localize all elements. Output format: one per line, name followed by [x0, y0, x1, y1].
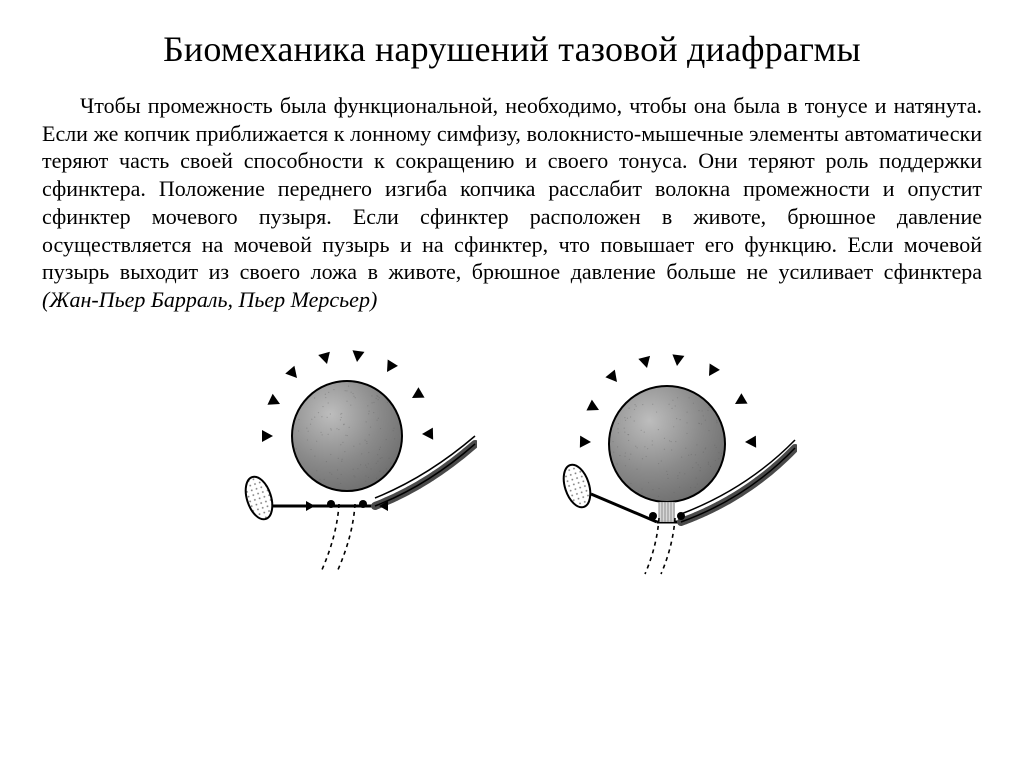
diagram-right — [547, 346, 797, 576]
citation: (Жан-Пьер Барраль, Пьер Мерсьер) — [42, 287, 377, 312]
paragraph-text: Чтобы промежность была функциональной, н… — [42, 93, 982, 284]
page-title: Биомеханика нарушений тазовой диафрагмы — [42, 28, 982, 70]
figure-row — [42, 346, 982, 576]
body-paragraph: Чтобы промежность была функциональной, н… — [42, 92, 982, 314]
diagram-left — [227, 346, 477, 576]
